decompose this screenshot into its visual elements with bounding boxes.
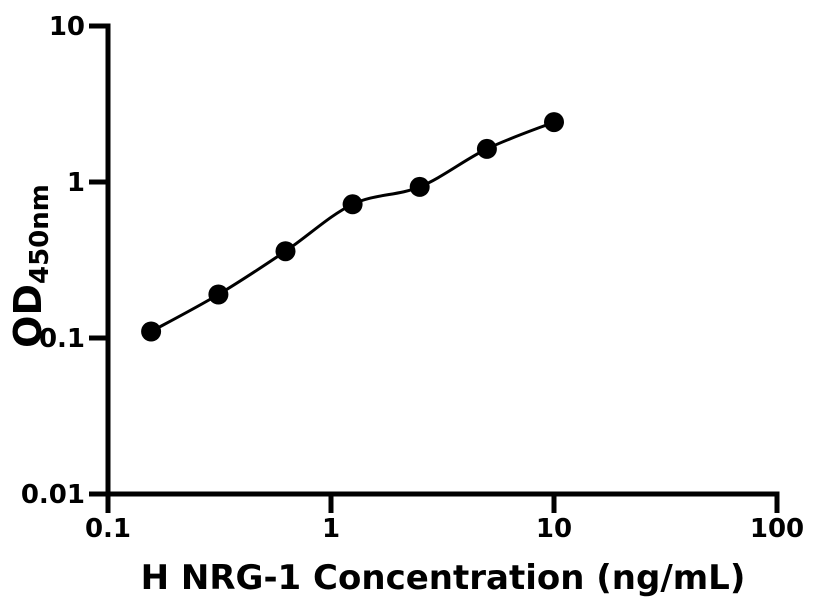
y-tick-label: 10 [49,12,85,42]
y-axis-title: OD450nm [6,184,55,348]
y-axis-title-subscript: 450nm [25,184,55,284]
data-point [208,284,229,305]
y-tick-label: 1 [67,168,85,198]
x-tick-label: 0.1 [85,514,131,544]
data-point [342,194,363,215]
x-tick-label: 1 [322,514,340,544]
data-point [409,176,430,197]
data-point [275,241,296,262]
y-tick-label: 0.01 [21,480,85,510]
x-tick-label: 10 [536,514,572,544]
x-axis-title: H NRG-1 Concentration (ng/mL) [141,558,746,598]
y-tick-label: 0.1 [39,324,85,354]
data-point [544,112,564,133]
x-tick-label: 100 [750,514,804,544]
data-point [141,321,162,342]
data-point [476,138,497,159]
y-axis-title-main: OD [6,284,50,348]
